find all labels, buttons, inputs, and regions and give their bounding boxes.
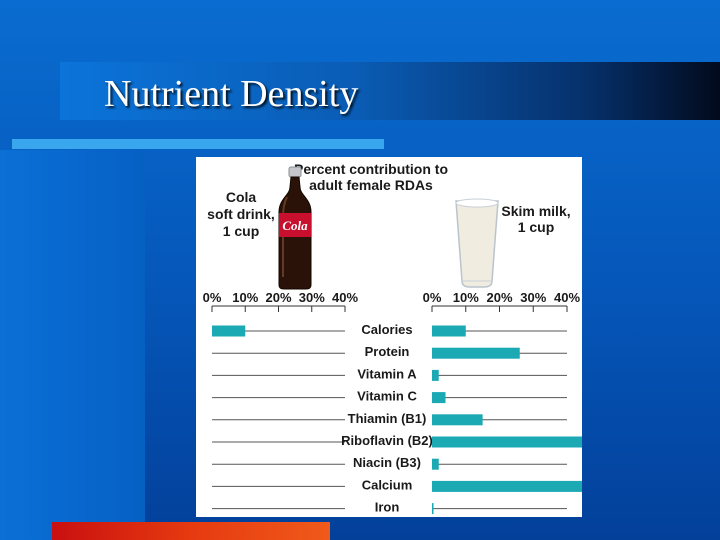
chart-panel: Percent contribution to adult female RDA… (196, 157, 582, 517)
slide-title: Nutrient Density (104, 73, 359, 115)
category-label: Riboflavin (B2) (341, 433, 433, 448)
footer-accent-bar (52, 522, 330, 540)
chart-rows: Calories Protein Vitamin A Vitamin C Thiamin… (212, 322, 582, 515)
cola-label-line-2: soft drink, (207, 206, 275, 222)
milk-axis: 0% 10% 20% 30% 40% (423, 290, 580, 312)
chart-title-line-1: Percent contribution to (294, 161, 448, 177)
milk-glass-icon (455, 198, 499, 288)
cola-axis-tick-label: 10% (232, 290, 258, 305)
milk-axis-tick-label: 0% (423, 290, 442, 305)
cola-bottle-icon: Cola (278, 166, 312, 290)
category-label: Iron (375, 500, 400, 515)
milk-bar (432, 436, 582, 448)
chart-title-line-2: adult female RDAs (309, 177, 433, 193)
cola-label-line-1: Cola (226, 189, 257, 205)
background-band (0, 150, 145, 540)
category-label: Vitamin C (357, 389, 417, 404)
cola-axis: 0% 10% 20% 30% 40% (203, 290, 358, 312)
cola-axis-tick-label: 20% (265, 290, 291, 305)
milk-label-line-2: 1 cup (518, 219, 555, 235)
accent-line (12, 139, 384, 149)
milk-axis-tick-label: 30% (520, 290, 546, 305)
milk-bar (432, 458, 439, 470)
cola-axis-tick-label: 30% (299, 290, 325, 305)
category-label: Thiamin (B1) (348, 411, 427, 426)
category-label: Niacin (B3) (353, 455, 421, 470)
milk-bar (432, 480, 582, 492)
cola-axis-tick-label: 40% (332, 290, 358, 305)
milk-axis-tick-label: 40% (554, 290, 580, 305)
milk-bar (432, 369, 439, 381)
category-label: Vitamin A (357, 366, 417, 381)
nutrient-chart: Percent contribution to adult female RDA… (203, 161, 582, 515)
category-label: Calcium (362, 477, 413, 492)
milk-axis-tick-label: 20% (486, 290, 512, 305)
category-label: Protein (365, 344, 410, 359)
category-label: Calories (361, 322, 412, 337)
milk-bar (432, 503, 434, 515)
milk-axis-tick-label: 10% (453, 290, 479, 305)
milk-bar (432, 325, 466, 337)
milk-bar (432, 414, 483, 426)
cola-axis-tick-label: 0% (203, 290, 222, 305)
milk-bar (432, 392, 446, 404)
cola-bottle-label: Cola (282, 218, 308, 233)
cola-label-line-3: 1 cup (223, 223, 260, 239)
milk-label-line-1: Skim milk, (501, 203, 570, 219)
cola-bar (212, 325, 246, 337)
title-bar (60, 62, 720, 120)
milk-bar (432, 347, 520, 359)
